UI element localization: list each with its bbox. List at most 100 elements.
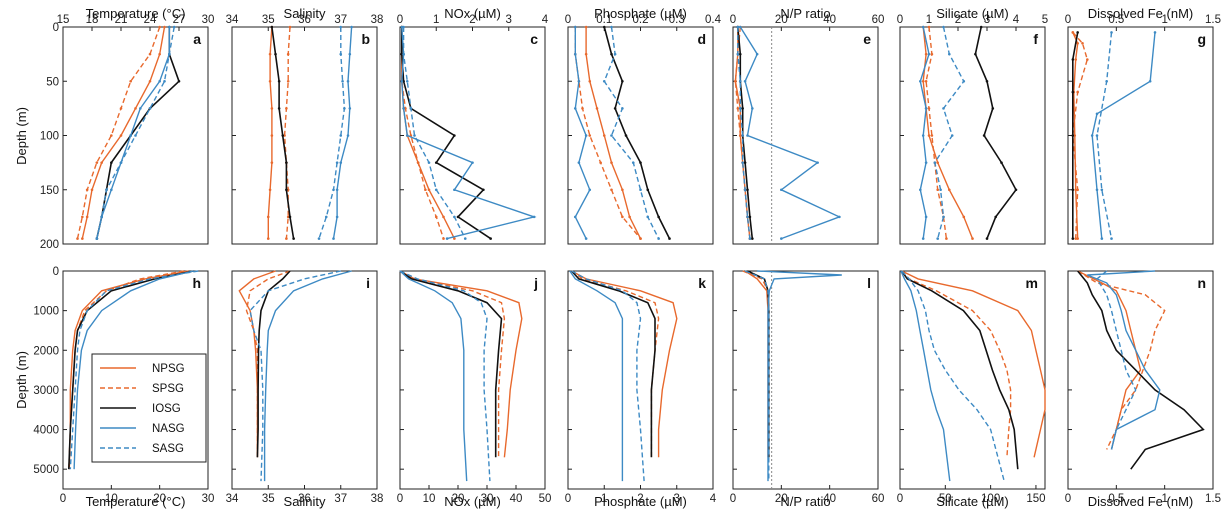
data-point bbox=[573, 215, 577, 219]
data-point bbox=[962, 79, 966, 83]
data-point bbox=[532, 215, 536, 219]
data-point bbox=[1071, 134, 1075, 137]
data-point bbox=[948, 188, 951, 192]
axes-box bbox=[732, 270, 879, 490]
data-point bbox=[286, 52, 290, 56]
data-point bbox=[936, 161, 939, 164]
data-point bbox=[277, 79, 281, 83]
data-point bbox=[270, 25, 274, 29]
data-point bbox=[741, 161, 744, 164]
data-point bbox=[738, 52, 742, 56]
data-point bbox=[985, 237, 989, 240]
x-tick-label: 20 bbox=[775, 14, 788, 26]
x-tick-label: 34 bbox=[226, 493, 239, 505]
x-tick-label: 30 bbox=[202, 14, 215, 26]
data-point bbox=[927, 25, 931, 29]
series-line-nasg bbox=[1091, 32, 1156, 239]
axes-box bbox=[899, 270, 1046, 490]
legend-label-spsg: SPSG bbox=[152, 383, 184, 395]
data-point bbox=[285, 237, 288, 240]
data-point bbox=[346, 79, 350, 83]
data-point bbox=[1071, 237, 1075, 240]
data-point bbox=[921, 134, 925, 137]
data-point bbox=[1073, 134, 1077, 137]
data-point bbox=[445, 237, 449, 240]
data-point bbox=[350, 25, 353, 29]
data-point bbox=[85, 188, 89, 192]
data-point bbox=[950, 134, 954, 137]
data-point bbox=[738, 107, 742, 110]
y-tick-label: 50 bbox=[46, 76, 59, 88]
data-point bbox=[1153, 31, 1157, 34]
panel-l: 0 20 40 60 l N/P ratio bbox=[730, 270, 884, 509]
x-tick-label: 35 bbox=[262, 14, 275, 26]
x-tick-label: 18 bbox=[86, 14, 99, 26]
data-point bbox=[81, 237, 84, 240]
data-point bbox=[927, 107, 931, 110]
data-point bbox=[1110, 31, 1113, 34]
x-tick-label: 3 bbox=[674, 493, 680, 505]
x-tick-label: 4 bbox=[542, 14, 549, 26]
x-tick-label: 15 bbox=[57, 14, 70, 26]
x-tick-label: 30 bbox=[481, 493, 494, 505]
x-tick-label: 0.4 bbox=[705, 14, 722, 26]
legend-label-sasg: SASG bbox=[152, 443, 184, 455]
data-point bbox=[936, 188, 939, 192]
data-point bbox=[657, 215, 660, 219]
panel-letter: k bbox=[698, 275, 706, 291]
x-tick-label: 0 bbox=[397, 14, 403, 26]
top-axis-title: Silicate (µM) bbox=[936, 6, 1009, 21]
data-point bbox=[945, 237, 948, 240]
data-point bbox=[930, 134, 934, 137]
axes-box bbox=[899, 26, 1046, 245]
data-point bbox=[434, 188, 438, 192]
data-point bbox=[339, 161, 343, 164]
series-line-sasg bbox=[1096, 270, 1137, 450]
data-point bbox=[270, 161, 274, 164]
legend: NPSG SPSG IOSG NASG SASG bbox=[91, 353, 207, 463]
panel-f: 0 1 2 3 4 5f Silicate (µM) bbox=[897, 6, 1048, 245]
data-point bbox=[95, 237, 99, 240]
data-point bbox=[736, 25, 740, 29]
x-tick-label: 60 bbox=[872, 14, 885, 26]
x-tick-label: 24 bbox=[144, 14, 157, 26]
data-point bbox=[119, 134, 123, 137]
data-point bbox=[268, 188, 272, 192]
data-point bbox=[610, 52, 613, 56]
panel-n: 0 0.5 1 1.5 n Dissolved Fe (nM) bbox=[1065, 270, 1221, 509]
axes-box bbox=[231, 26, 378, 245]
x-tick-label: 27 bbox=[173, 14, 186, 26]
panel-k: 0 1 2 3 4 k Phosphate (µM) bbox=[565, 270, 717, 509]
data-point bbox=[1071, 31, 1075, 34]
series-line-iosg bbox=[901, 270, 1019, 470]
data-point bbox=[335, 188, 339, 192]
panel-letter: c bbox=[530, 31, 538, 47]
panel-e: 0 20 40 60e N/P ratio bbox=[730, 6, 885, 245]
x-tick-label: 4 bbox=[1013, 14, 1020, 26]
data-point bbox=[270, 107, 274, 110]
data-point bbox=[1095, 188, 1099, 192]
data-point bbox=[139, 107, 142, 110]
data-point bbox=[610, 134, 613, 137]
bottom-axis-label: Salinity bbox=[284, 494, 326, 509]
data-point bbox=[628, 215, 631, 219]
top-axis-title: Salinity bbox=[284, 6, 326, 21]
panel-letter: l bbox=[867, 275, 871, 291]
axes-box bbox=[231, 270, 378, 490]
y-tick-label: 150 bbox=[40, 185, 59, 197]
data-point bbox=[746, 215, 749, 219]
panel-letter: n bbox=[1197, 275, 1206, 291]
y-tick-label: 1000 bbox=[33, 306, 59, 318]
data-point bbox=[994, 215, 997, 219]
data-point bbox=[110, 161, 113, 164]
data-point bbox=[416, 161, 420, 164]
series-line-nasg bbox=[900, 270, 951, 482]
data-point bbox=[942, 107, 945, 110]
series-line-iosg bbox=[68, 270, 194, 470]
x-tick-label: 1.5 bbox=[1205, 14, 1221, 26]
x-tick-label: 38 bbox=[371, 493, 384, 505]
x-tick-label: 2 bbox=[955, 14, 961, 26]
y-axis-label-top: Depth (m) bbox=[14, 107, 29, 165]
bottom-axis-label: N/P ratio bbox=[780, 494, 830, 509]
data-point bbox=[148, 79, 152, 83]
